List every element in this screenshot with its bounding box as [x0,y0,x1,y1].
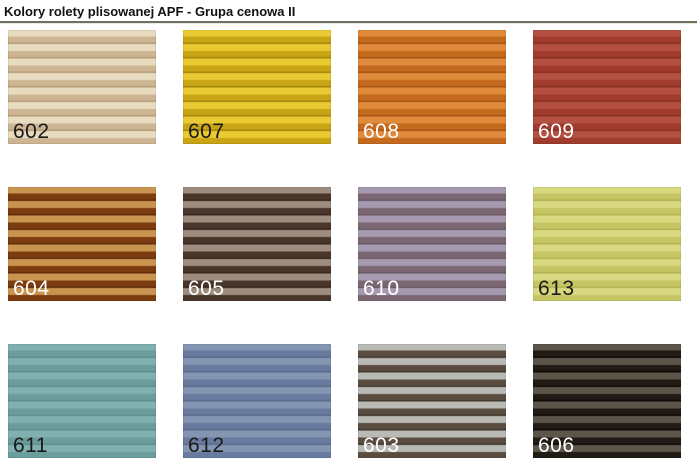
title-divider [0,21,697,23]
color-swatch: 607 [183,30,331,144]
page-title: Kolory rolety plisowanej APF - Grupa cen… [4,4,296,19]
color-swatch: 606 [533,344,681,458]
color-swatch: 605 [183,187,331,301]
swatch-grid: 602 607 608 609 604 605 610 613 611 612 [0,30,700,458]
swatch-code-label: 606 [538,433,575,457]
swatch-code-label: 604 [13,276,50,300]
color-swatch: 612 [183,344,331,458]
color-swatch: 602 [8,30,156,144]
swatch-code-label: 608 [363,119,400,143]
color-swatch: 604 [8,187,156,301]
swatch-code-label: 607 [188,119,225,143]
swatch-code-label: 611 [13,433,48,457]
swatch-code-label: 610 [363,276,400,300]
color-swatch: 609 [533,30,681,144]
color-swatch: 610 [358,187,506,301]
swatch-code-label: 603 [363,433,400,457]
swatch-code-label: 602 [13,119,50,143]
color-swatch: 608 [358,30,506,144]
swatch-code-label: 613 [538,276,575,300]
color-swatch: 611 [8,344,156,458]
swatch-code-label: 609 [538,119,575,143]
swatch-code-label: 605 [188,276,225,300]
color-swatch: 613 [533,187,681,301]
swatch-code-label: 612 [188,433,225,457]
color-swatch: 603 [358,344,506,458]
